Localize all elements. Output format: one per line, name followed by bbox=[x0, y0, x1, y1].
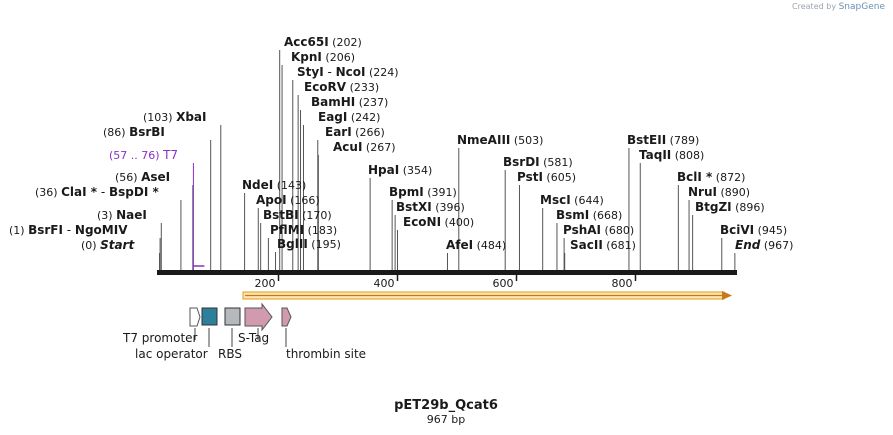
site-label[interactable]: EarI (266) bbox=[325, 125, 385, 139]
site-label[interactable]: NruI (890) bbox=[688, 185, 750, 199]
axis-tick-label: 400 bbox=[374, 277, 395, 290]
site-label[interactable]: BciVI (945) bbox=[720, 223, 787, 237]
site-label[interactable]: (57 .. 76) T7 bbox=[109, 148, 178, 162]
plasmid-name: pET29b_Qcat6 bbox=[394, 398, 498, 413]
axis-tick-label: 600 bbox=[493, 277, 514, 290]
feature-rbs[interactable] bbox=[224, 307, 241, 326]
snapgene-logo-text: SnapGene bbox=[838, 2, 885, 12]
site-label[interactable]: Acc65I (202) bbox=[284, 35, 362, 49]
site-label[interactable]: BpmI (391) bbox=[389, 185, 457, 199]
site-label[interactable]: (103) XbaI bbox=[143, 110, 206, 124]
site-label[interactable]: BclI * (872) bbox=[677, 170, 745, 184]
site-label[interactable]: (3) NaeI bbox=[97, 208, 147, 222]
feature-label-rbs: RBS bbox=[218, 347, 242, 361]
site-label[interactable]: EcoRV (233) bbox=[304, 80, 379, 94]
axis-tick-label: 200 bbox=[255, 277, 276, 290]
feature-label-thrombin-site: thrombin site bbox=[286, 347, 366, 361]
site-label[interactable]: BsmI (668) bbox=[556, 208, 622, 222]
feature-label-t7-promoter: T7 promoter bbox=[122, 331, 198, 345]
site-label[interactable]: BglII (195) bbox=[277, 237, 341, 251]
site-label[interactable]: StyI - NcoI (224) bbox=[297, 65, 399, 79]
orf-arrow[interactable] bbox=[242, 291, 732, 300]
axis-ticks: 200 400 600 800 bbox=[255, 275, 637, 290]
site-label[interactable]: KpnI (206) bbox=[291, 50, 355, 64]
site-label[interactable]: (0) Start bbox=[81, 238, 135, 252]
site-label[interactable]: PstI (605) bbox=[517, 170, 576, 184]
site-label[interactable]: NdeI (143) bbox=[242, 178, 306, 192]
site-label[interactable]: AfeI (484) bbox=[446, 238, 506, 252]
site-label[interactable]: (86) BsrBI bbox=[103, 125, 165, 139]
site-label[interactable]: EcoNI (400) bbox=[403, 215, 474, 229]
site-label[interactable]: BsrDI (581) bbox=[503, 155, 573, 169]
feature-t7-promoter[interactable] bbox=[189, 307, 201, 340]
site-label[interactable]: BstEII (789) bbox=[627, 133, 699, 147]
site-label[interactable]: HpaI (354) bbox=[368, 163, 432, 177]
site-label[interactable]: MscI (644) bbox=[540, 193, 604, 207]
feature-s-tag[interactable] bbox=[244, 302, 273, 332]
site-label[interactable]: PflMI (183) bbox=[270, 223, 337, 237]
axis-tick-label: 800 bbox=[612, 277, 633, 290]
dna-backbone bbox=[157, 270, 737, 275]
site-label[interactable]: TaqII (808) bbox=[639, 148, 704, 162]
feature-lac-operator[interactable] bbox=[201, 307, 218, 326]
site-label[interactable]: PshAI (680) bbox=[563, 223, 634, 237]
plasmid-length: 967 bp bbox=[427, 413, 465, 426]
feature-thrombin-site[interactable] bbox=[281, 307, 292, 327]
site-label[interactable]: BtgZI (896) bbox=[695, 200, 765, 214]
site-label[interactable]: BstXI (396) bbox=[396, 200, 465, 214]
site-lines bbox=[159, 50, 736, 270]
site-label[interactable]: BamHI (237) bbox=[311, 95, 388, 109]
feature-label-lac-operator: lac operator bbox=[135, 347, 208, 361]
site-label[interactable]: BstBI (170) bbox=[263, 208, 332, 222]
site-label[interactable]: End (967) bbox=[735, 238, 793, 252]
site-label[interactable]: EagI (242) bbox=[318, 110, 380, 124]
snapgene-credit: Created by SnapGene bbox=[792, 2, 885, 12]
site-label[interactable]: (36) ClaI * - BspDI * bbox=[35, 185, 159, 199]
created-by-text: Created by bbox=[792, 2, 837, 11]
site-label[interactable]: (1) BsrFI - NgoMIV bbox=[9, 223, 128, 237]
site-labels: (1) BsrFI - NgoMIV(0) Start (3) NaeI (36) … bbox=[9, 35, 793, 252]
site-label[interactable]: ApoI (166) bbox=[256, 193, 320, 207]
site-label[interactable]: (56) AseI bbox=[115, 170, 170, 184]
site-label[interactable]: AcuI (267) bbox=[333, 140, 396, 154]
feature-label-s-tag: S-Tag bbox=[238, 331, 269, 345]
site-label[interactable]: NmeAIII (503) bbox=[457, 133, 543, 147]
site-label[interactable]: SacII (681) bbox=[570, 238, 636, 252]
